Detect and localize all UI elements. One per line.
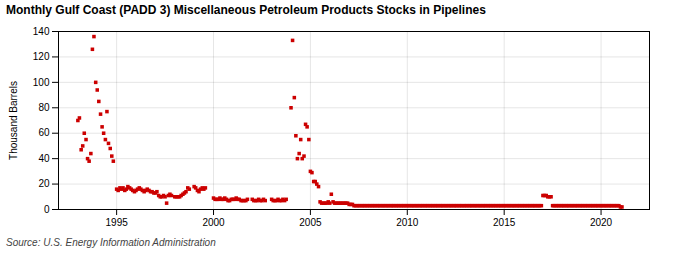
svg-text:0: 0: [44, 204, 50, 215]
svg-text:2015: 2015: [493, 217, 516, 228]
svg-text:120: 120: [33, 51, 50, 62]
svg-text:100: 100: [33, 77, 50, 88]
svg-text:2020: 2020: [590, 217, 613, 228]
svg-text:1995: 1995: [106, 217, 129, 228]
svg-text:20: 20: [38, 178, 50, 189]
svg-text:2000: 2000: [202, 217, 225, 228]
svg-text:Thousand Barrels: Thousand Barrels: [8, 81, 19, 160]
svg-text:2005: 2005: [299, 217, 322, 228]
svg-text:40: 40: [38, 153, 50, 164]
html-text:Source: U.S. Energy Informatio: Source: U.S. Energy Information Administ…: [6, 237, 216, 248]
svg-text:140: 140: [33, 26, 50, 37]
svg-text:2010: 2010: [396, 217, 419, 228]
svg-text:60: 60: [38, 127, 50, 138]
html-text:Monthly Gulf Coast (PADD 3) Mi: Monthly Gulf Coast (PADD 3) Miscellaneou…: [6, 3, 486, 17]
svg-text:80: 80: [38, 102, 50, 113]
